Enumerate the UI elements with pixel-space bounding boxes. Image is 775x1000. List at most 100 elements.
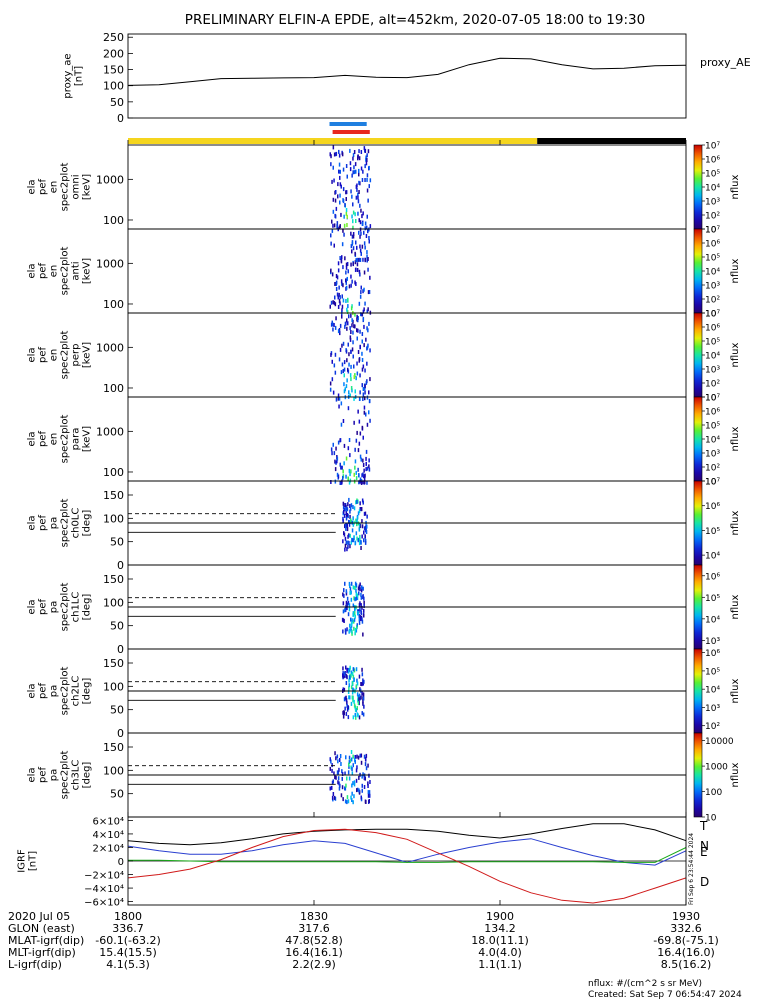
colorbar <box>693 648 703 734</box>
spectrogram-pixel <box>342 369 344 373</box>
axis-row-value: 1830 <box>300 910 328 923</box>
spectrogram-pixel <box>351 323 353 328</box>
spectrogram-pixel <box>355 240 357 245</box>
spectrogram-pixel <box>334 370 337 375</box>
pitch-pixel <box>363 776 366 780</box>
spectrogram-pixel <box>335 190 337 194</box>
spectrogram-pixel <box>357 199 360 204</box>
spectrogram-pixel <box>365 449 368 454</box>
pitch-pixel <box>358 788 360 793</box>
spectrogram-frame <box>127 312 687 398</box>
spectrogram-pixel <box>360 285 362 290</box>
proxy-ae-ylabel-line: proxy_ae <box>63 53 74 98</box>
pitch-ylabel-line: [deg] <box>82 678 93 705</box>
spectrogram-pixel <box>346 214 348 219</box>
igrf-ylabel-line: IGRF <box>17 849 28 873</box>
pitch-pixel <box>349 623 351 628</box>
pitch-pixel <box>336 754 339 759</box>
pitch-pixel <box>355 531 358 536</box>
pitch-pixel <box>342 797 344 802</box>
spectrogram-pixel <box>330 447 333 452</box>
colorbar <box>693 480 703 566</box>
spectrogram-pixel <box>337 268 340 273</box>
spectrogram-pixel <box>365 380 368 385</box>
pitch-pixel <box>355 628 358 633</box>
pitch-pixel <box>356 681 359 686</box>
pitch-pixel <box>345 591 348 596</box>
spectrogram-pixel <box>330 268 332 273</box>
spectrogram-pixel <box>350 189 352 194</box>
pitch-pixel <box>331 780 334 785</box>
spectrogram-pixel <box>356 268 359 272</box>
spectrogram-pixel <box>347 269 349 274</box>
pitch-pixel <box>353 794 355 799</box>
pitch-pixel <box>358 775 360 780</box>
colorbar-tick-label: 10⁴ <box>705 268 720 278</box>
spectrogram-pixel <box>350 313 352 318</box>
spectrogram-pixel <box>367 257 369 261</box>
pitch-pixel <box>351 798 353 802</box>
spectrogram-pixel <box>358 473 360 478</box>
pitch-pixel <box>349 590 351 595</box>
spectrogram-pixel <box>362 364 365 369</box>
pitch-ylabel-line: pef <box>38 599 49 616</box>
pitch-pixel <box>367 784 369 788</box>
spectrogram-pixel <box>356 262 359 267</box>
pitch-pixel <box>361 672 364 677</box>
spectrogram-pixel <box>360 150 363 154</box>
pitch-pixel <box>364 540 367 545</box>
pitch-pixel <box>343 687 346 692</box>
pitch-pixel <box>360 595 363 600</box>
axis-row-label: L-igrf(dip) <box>8 958 62 971</box>
pitch-pixel <box>353 619 355 624</box>
spectrogram-pixel <box>347 446 350 451</box>
spectrogram-pixel <box>342 298 345 303</box>
spectrogram-pixel <box>343 373 345 378</box>
pitch-pixel <box>349 586 352 591</box>
pitch-pixel <box>363 511 366 516</box>
pitch-pixel <box>366 514 368 519</box>
spectrogram-pixel <box>363 287 365 292</box>
pitch-pixel <box>350 590 352 595</box>
spectrogram-pixel <box>348 284 351 289</box>
spectrogram-ylabel-line: ela <box>27 431 38 446</box>
axis-row-label: MLAT-igrf(dip) <box>8 934 84 947</box>
y-tick-label: −6×10⁴ <box>84 898 124 909</box>
proxy-ae-frame <box>127 33 687 119</box>
spectrogram-pixel <box>361 425 364 430</box>
spectrogram-pixel <box>331 359 333 364</box>
spectrogram-pixel <box>361 383 363 388</box>
pitch-pixel <box>348 760 351 765</box>
pitch-pixel <box>344 608 346 613</box>
spectrogram-pixel <box>347 476 349 481</box>
spectrogram-pixel <box>368 236 370 240</box>
pitch-pixel <box>353 506 356 511</box>
spectrogram-pixel <box>362 458 364 463</box>
pitch-pixel <box>357 713 359 718</box>
pitch-pixel <box>352 754 354 759</box>
pitch-pixel <box>343 531 345 536</box>
colorbar-tick-label: 10³ <box>705 198 720 208</box>
pitch-pixel <box>347 770 350 775</box>
spectrogram-pixel <box>352 210 355 215</box>
spectrogram-pixel <box>350 283 352 288</box>
spectrogram-pixel <box>333 243 335 248</box>
pitch-pixel <box>347 540 349 545</box>
pitch-pixel <box>346 527 349 532</box>
pitch-pixel <box>362 594 364 599</box>
pitch-pixel <box>346 605 348 610</box>
pitch-pixel <box>361 498 364 503</box>
spectrogram-pixel <box>337 194 339 199</box>
spectrogram-pixel <box>362 472 364 477</box>
spectrogram-pixel <box>367 290 370 295</box>
spectrogram-pixel <box>366 326 368 331</box>
spectrogram-pixel <box>347 321 349 326</box>
pitch-pixel <box>346 675 348 680</box>
pitch-pixel <box>343 509 345 514</box>
spectrogram-pixel <box>341 480 343 485</box>
spectrogram-pixel <box>367 343 369 348</box>
spectrogram-pixel <box>364 384 366 389</box>
spectrogram-pixel <box>364 221 367 226</box>
